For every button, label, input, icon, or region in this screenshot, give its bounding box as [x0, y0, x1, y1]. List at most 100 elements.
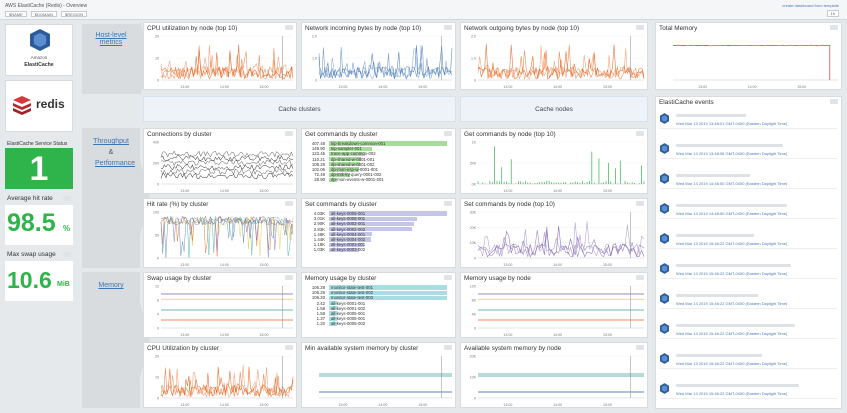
y-tick-label: 8 — [157, 299, 159, 303]
toplist-row[interactable]: 3.01K all-keys-0008-001 — [305, 216, 452, 221]
panel-menu-button[interactable] — [285, 201, 293, 206]
elasticache-event-icon — [660, 383, 669, 394]
panel-menu-button[interactable] — [444, 201, 452, 206]
panel-menu-button[interactable] — [285, 275, 293, 280]
panel-menu-button[interactable] — [636, 201, 644, 206]
panel-menu-button[interactable] — [285, 345, 293, 350]
y-tick-label: 0 — [315, 79, 317, 83]
panel-menu-button[interactable] — [830, 25, 838, 30]
event-row[interactable]: Wed Mar 13 2019 15:46:22 GMT-0400 (Easte… — [660, 231, 837, 249]
panel-menu-button[interactable] — [444, 345, 452, 350]
event-row[interactable]: Wed Mar 13 2019 13:48:56 GMT-0400 (Easte… — [660, 141, 837, 159]
event-title — [676, 174, 750, 177]
x-tick-label: 14:00 — [553, 189, 562, 193]
x-tick-label: 13:00 — [338, 85, 347, 89]
panel-menu-button[interactable] — [636, 131, 644, 136]
event-row[interactable]: Wed Mar 13 2019 15:46:22 GMT-0400 (Easte… — [660, 351, 837, 369]
panel-menu-button[interactable] — [444, 275, 452, 280]
toplist-row[interactable]: 28.90 dp-mon-events-w-0001-001 — [305, 177, 452, 182]
series-line — [160, 215, 294, 258]
toplist-row[interactable]: 72.49 dp-intk-ky-query-0001-002 — [305, 172, 452, 177]
event-timestamp[interactable]: Wed Mar 13 2019 13:48:01 GMT-0400 (Easte… — [676, 121, 788, 126]
y-tick-label: 10K — [470, 241, 477, 245]
toplist-row[interactable]: 1.48K all-keys-0004-001 — [305, 232, 452, 237]
panel-title: Set commands by node (top 10) — [464, 201, 555, 208]
panel-menu-button[interactable] — [636, 345, 644, 350]
filter-region[interactable]: $REGION — [61, 11, 88, 17]
toplist-row[interactable]: 106.26 monitor-state-test-002 — [305, 290, 452, 295]
performance-link[interactable]: Performance — [94, 160, 136, 167]
toplist-row[interactable]: 123.45 trace-app-common-002 — [305, 151, 452, 156]
panel-menu-button[interactable] — [830, 99, 838, 104]
toplist-row[interactable]: 102.06 dp-mon-esp-w-0001-001 — [305, 167, 452, 172]
toplist-bar — [329, 211, 447, 216]
panel-menu-button[interactable] — [444, 25, 452, 30]
event-timestamp[interactable]: Wed Mar 13 2019 15:46:22 GMT-0400 (Easte… — [676, 301, 788, 306]
event-row[interactable]: Wed Mar 13 2019 15:46:22 GMT-0400 (Easte… — [660, 321, 837, 339]
swap-menu-button[interactable] — [63, 252, 71, 257]
event-title — [676, 264, 791, 267]
toplist-row[interactable]: 108.26 dp-shared-w-0001-002 — [305, 162, 452, 167]
panel-menu-button[interactable] — [285, 131, 293, 136]
toplist-value: 2.42 — [316, 300, 325, 306]
toplist-row[interactable]: 1.20 all-keys-0005-002 — [305, 321, 452, 326]
elasticache-event-icon — [660, 263, 669, 274]
event-row[interactable]: Wed Mar 13 2019 15:46:22 GMT-0400 (Easte… — [660, 291, 837, 309]
toplist-row[interactable]: 1.44K all-keys-0004-002 — [305, 237, 452, 242]
toplist-row[interactable]: 149.90 tiip-sampler-001 — [305, 146, 452, 151]
toplist-bar — [329, 306, 337, 311]
series-line — [160, 172, 294, 180]
y-tick-label: 1.0 — [312, 57, 317, 61]
event-row[interactable]: Wed Mar 13 2019 14:48:50 GMT-0400 (Easte… — [660, 201, 837, 219]
toplist-bar — [329, 162, 361, 167]
event-row[interactable]: Wed Mar 13 2019 15:46:22 GMT-0400 (Easte… — [660, 381, 837, 399]
panel-menu-button[interactable] — [636, 275, 644, 280]
dashboard-title: AWS ElastiCache (Redis) - Overview — [5, 3, 88, 9]
memory-by-cluster-panel: Memory usage by cluster 106.28 monitor-st… — [301, 272, 456, 338]
toplist-row[interactable]: 1.03K all-keys-0003-002 — [305, 247, 452, 252]
x-tick-label: 13:00 — [503, 263, 512, 267]
hit-rate-menu-button[interactable] — [63, 196, 71, 201]
series-line — [477, 44, 645, 80]
toplist-row[interactable]: 4.03K all-keys-0006-001 — [305, 211, 452, 216]
create-dashboard-link[interactable]: create dashboard from template — [782, 3, 839, 8]
filter-domain[interactable]: $DOMAIN — [30, 11, 58, 17]
toplist-row[interactable]: 1.37 all-keys-0005-001 — [305, 316, 452, 321]
toplist-row[interactable]: 106.20 monitor-state-test-003 — [305, 295, 452, 300]
toplist-row[interactable]: 110.21 dp-shared-w-0001-001 — [305, 157, 452, 162]
event-row[interactable]: Wed Mar 13 2019 15:46:22 GMT-0400 (Easte… — [660, 261, 837, 279]
event-timestamp[interactable]: Wed Mar 13 2019 14:48:50 GMT-0400 (Easte… — [676, 181, 788, 186]
toplist-row[interactable]: 1.18K all-keys-0003-001 — [305, 242, 452, 247]
host-level-link[interactable]: Host-level metrics — [95, 32, 127, 46]
cpu-by-node-panel: CPU utilization by node (top 10) 20 10 0 13… — [143, 22, 297, 90]
event-timestamp[interactable]: Wed Mar 13 2019 14:48:50 GMT-0400 (Easte… — [676, 211, 788, 216]
event-row[interactable]: Wed Mar 13 2019 14:48:50 GMT-0400 (Easte… — [660, 171, 837, 189]
throughput-link[interactable]: Throughput — [93, 138, 129, 145]
panel-menu-button[interactable] — [444, 131, 452, 136]
filter-name[interactable]: $NAME — [5, 11, 27, 17]
toplist-row[interactable]: 407.48 tiip-breakdown-common-001 — [305, 141, 452, 146]
panel-menu-button[interactable] — [636, 25, 644, 30]
toplist-row[interactable]: 2.83K all-keys-0002-002 — [305, 227, 452, 232]
y-tick-label: 20K — [470, 355, 477, 359]
event-title — [676, 354, 762, 357]
toplist-row[interactable]: 1.58 all-keys-0005-001 — [305, 311, 452, 316]
event-timestamp[interactable]: Wed Mar 13 2019 15:46:22 GMT-0400 (Easte… — [676, 241, 788, 246]
event-timestamp[interactable]: Wed Mar 13 2019 15:46:22 GMT-0400 (Easte… — [676, 271, 788, 276]
toplist-name: all-keys-0004-002 — [331, 236, 366, 242]
elasticache-icon — [30, 29, 50, 51]
toplist-row[interactable]: 2.42 all-keys-0001-001 — [305, 301, 452, 306]
toplist-row[interactable]: 2.90K all-keys-0002-001 — [305, 221, 452, 226]
series-line — [672, 44, 831, 81]
time-range-select[interactable]: 1h — [826, 10, 839, 17]
toplist-row[interactable]: 1.58 all-keys-0001-002 — [305, 306, 452, 311]
event-timestamp[interactable]: Wed Mar 13 2019 13:48:56 GMT-0400 (Easte… — [676, 151, 788, 156]
event-timestamp[interactable]: Wed Mar 13 2019 15:46:22 GMT-0400 (Easte… — [676, 361, 788, 366]
event-timestamp[interactable]: Wed Mar 13 2019 15:46:22 GMT-0400 (Easte… — [676, 331, 788, 336]
x-tick-label: 13:00 — [503, 403, 512, 407]
event-row[interactable]: Wed Mar 13 2019 13:48:01 GMT-0400 (Easte… — [660, 111, 837, 129]
event-timestamp[interactable]: Wed Mar 13 2019 15:46:22 GMT-0400 (Easte… — [676, 391, 788, 396]
memory-link[interactable]: Memory — [98, 282, 124, 289]
toplist-row[interactable]: 106.28 monitor-state-test-001 — [305, 285, 452, 290]
panel-menu-button[interactable] — [285, 25, 293, 30]
